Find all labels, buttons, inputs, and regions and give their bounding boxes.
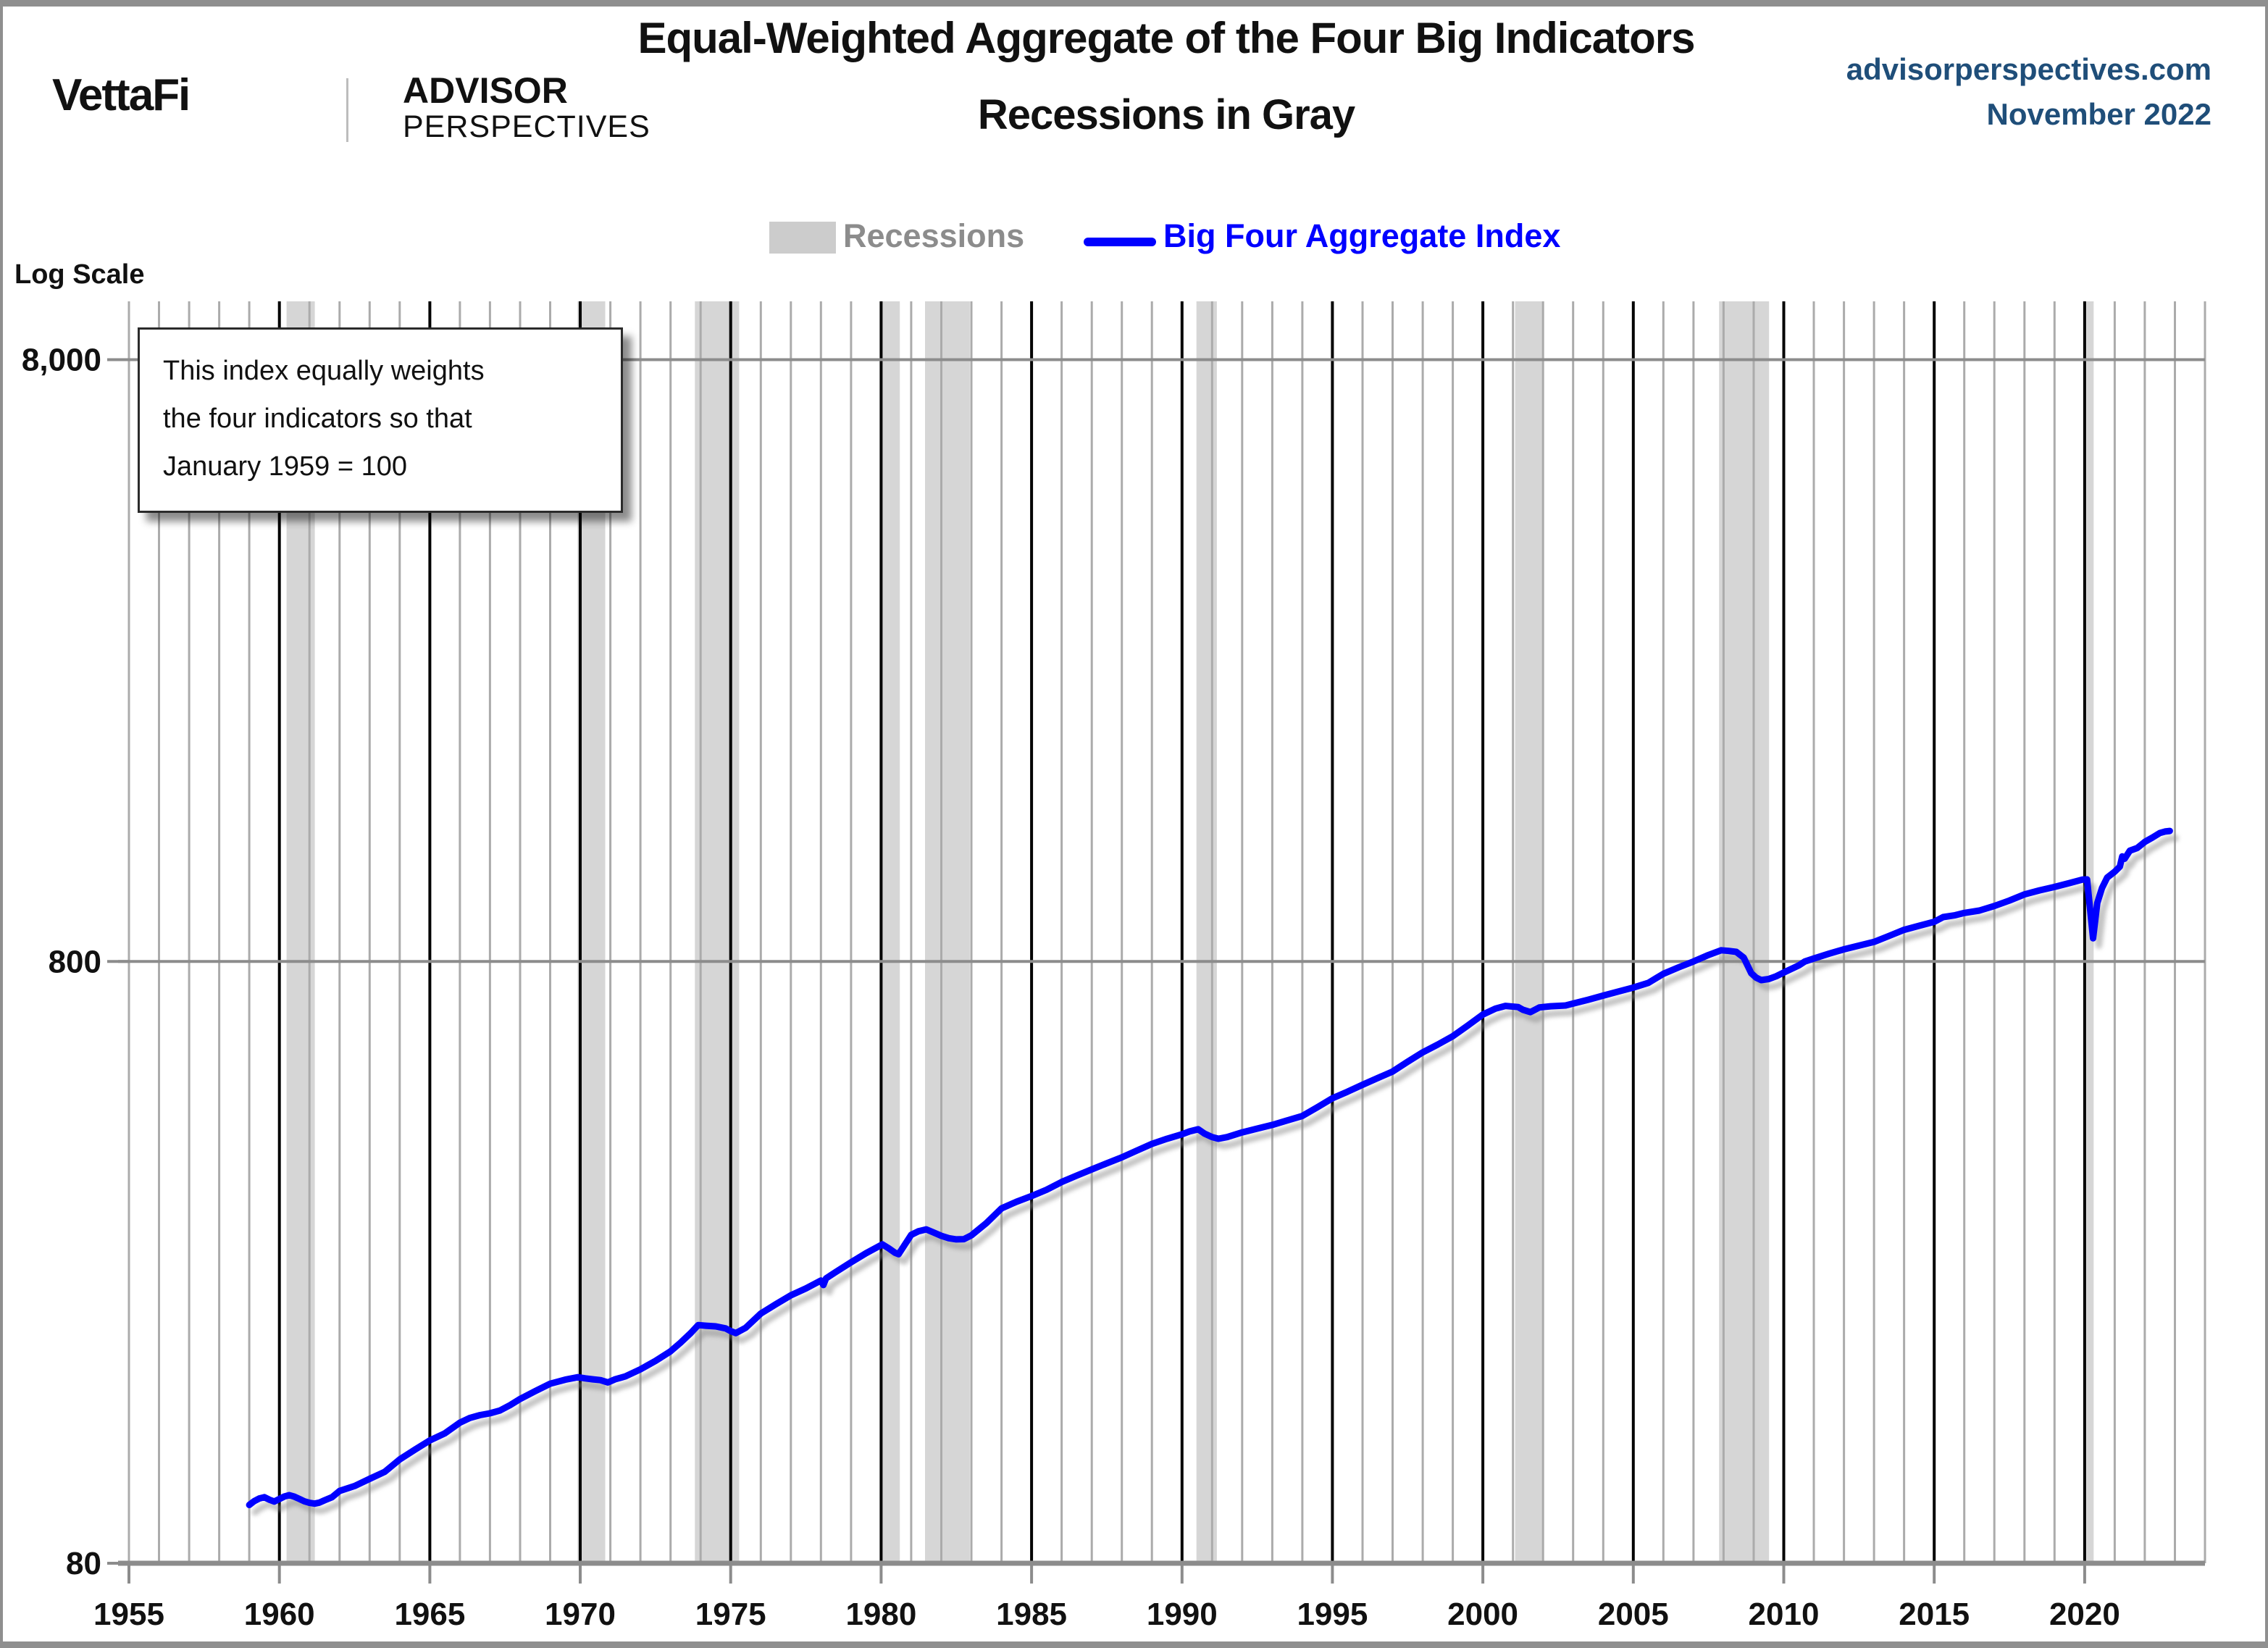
x-tick-label: 1955 — [93, 1597, 164, 1632]
x-tick-label: 2000 — [1447, 1597, 1518, 1632]
series-line-shadow — [251, 835, 2179, 1515]
logo-divider — [346, 78, 348, 142]
x-tick-label: 2005 — [1598, 1597, 1669, 1632]
x-tick-label: 1975 — [695, 1597, 766, 1632]
log-scale-label: Log Scale — [14, 259, 145, 290]
annotation-line-1: This index equally weights — [163, 356, 485, 386]
x-tick-label: 1995 — [1297, 1597, 1368, 1632]
annotation-line-3: January 1959 = 100 — [163, 451, 407, 482]
x-tick-label: 1990 — [1147, 1597, 1218, 1632]
x-tick-label: 1985 — [996, 1597, 1067, 1632]
annotation-line-2: the four indicators so that — [163, 403, 472, 434]
recession-band — [1196, 301, 1217, 1563]
recession-band — [1515, 301, 1543, 1563]
y-tick-label: 800 — [49, 944, 101, 979]
recession-band — [1719, 301, 1770, 1563]
x-tick-label: 1980 — [845, 1597, 916, 1632]
legend-recessions-label: Recessions — [843, 217, 1025, 254]
annotation-box: This index equally weights the four indi… — [138, 327, 623, 513]
title-line-1: Equal-Weighted Aggregate of the Four Big… — [637, 14, 1695, 62]
x-tick-label: 1960 — [244, 1597, 315, 1632]
y-tick-label: 80 — [66, 1546, 101, 1581]
page-title: Equal-Weighted Aggregate of the Four Big… — [536, 13, 1796, 139]
perspectives-logo-line: PERSPECTIVES — [403, 109, 650, 144]
legend-series-label: Big Four Aggregate Index — [1163, 217, 1561, 254]
x-tick-label: 1965 — [394, 1597, 465, 1632]
vettafi-logo: VettaFi — [52, 70, 191, 120]
recession-band — [881, 301, 900, 1563]
x-tick-label: 2015 — [1899, 1597, 1970, 1632]
legend-recessions-swatch — [769, 222, 836, 254]
source-site: advisorperspectives.com — [1846, 52, 2211, 86]
legend-series-line-sample — [1084, 238, 1156, 246]
title-line-2: Recessions in Gray — [977, 91, 1355, 138]
advisor-logo-line: ADVISOR — [403, 70, 568, 111]
recession-band — [925, 301, 970, 1563]
advisor-perspectives-logo: ADVISOR PERSPECTIVES — [403, 72, 650, 143]
x-tick-label: 2020 — [2049, 1597, 2120, 1632]
source-date: November 2022 — [1986, 97, 2211, 131]
series-line — [246, 827, 2173, 1508]
x-tick-label: 1970 — [545, 1597, 616, 1632]
y-tick-label: 8,000 — [22, 343, 101, 378]
x-tick-label: 2010 — [1749, 1597, 1820, 1632]
